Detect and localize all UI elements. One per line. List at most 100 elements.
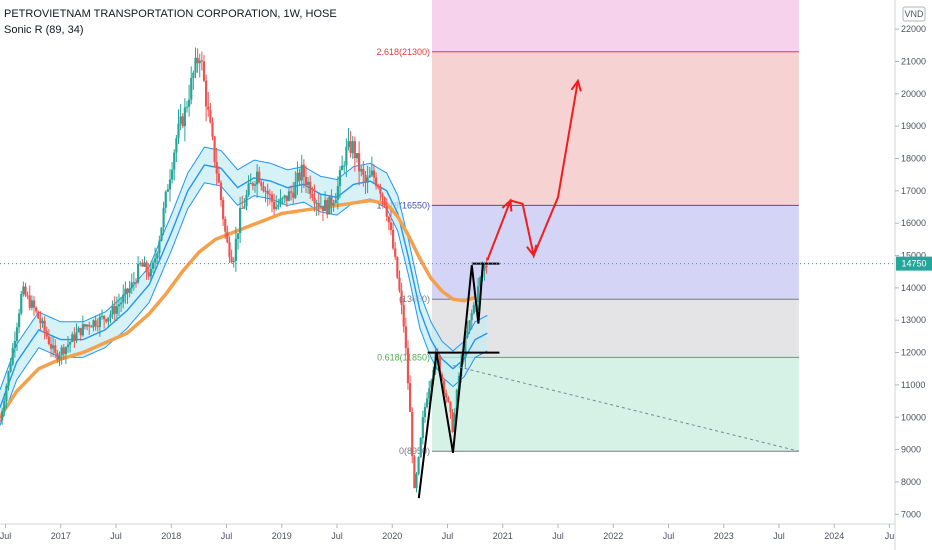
candle-body-45 [94, 320, 97, 327]
candle-body-144 [304, 176, 308, 185]
candle-body-209 [443, 380, 446, 394]
sonic-r-slow-ema [0, 198, 476, 419]
candle-body-170 [360, 168, 363, 172]
x-tick-label-8: Jul [442, 531, 454, 541]
candle-body-32 [66, 344, 70, 348]
candle-body-79 [166, 189, 169, 192]
candle-body-178 [377, 186, 380, 188]
candle-body-53 [111, 306, 114, 315]
candle-body-49 [103, 315, 106, 320]
x-tick-label-16: Ju [885, 531, 895, 541]
candle-body-108 [228, 242, 231, 258]
candle-body-155 [328, 196, 331, 215]
drawings [417, 78, 799, 499]
trend-dashed-line [452, 365, 799, 452]
candle-body-185 [392, 229, 395, 249]
candle-body-54 [113, 306, 116, 314]
x-tick-label-12: Jul [663, 531, 675, 541]
candle-body-46 [96, 326, 99, 328]
candle-body-12 [24, 286, 27, 296]
candle-body-101 [213, 136, 216, 162]
x-tick-label-2: Jul [110, 531, 122, 541]
x-tick-label-15: 2024 [824, 531, 844, 541]
candle-body-147 [311, 193, 314, 198]
fibonacci-levels: 0(8950)0.618(11850)(13650)1.618(16550)2.… [376, 47, 799, 456]
candle-body-140 [296, 172, 299, 182]
candle-body-43 [90, 326, 93, 328]
candle-body-41 [86, 324, 89, 327]
candle-body-214 [453, 413, 456, 433]
candle-body-190 [402, 304, 405, 327]
candle-body-62 [130, 282, 133, 289]
candle-body-10 [20, 294, 23, 314]
candle-body-92 [194, 57, 197, 73]
candle-body-82 [173, 152, 176, 170]
candle-body-129 [273, 201, 276, 210]
candle-body-83 [175, 138, 178, 153]
candle-body-223 [472, 304, 475, 314]
sonic-r-band [0, 146, 488, 426]
candle-body-51 [107, 317, 110, 322]
candle-body-56 [117, 304, 121, 307]
candle-body-220 [466, 330, 469, 337]
candle-body-161 [341, 165, 344, 171]
candle-body-19 [39, 318, 42, 324]
indicator-label: Sonic R (89, 34) [4, 24, 83, 36]
candle-body-44 [92, 320, 95, 328]
candle-body-18 [37, 311, 40, 319]
candle-body-22 [45, 330, 48, 337]
candle-body-55 [115, 306, 118, 314]
candle-body-120 [253, 184, 257, 186]
candle-body-180 [381, 193, 384, 198]
fib-zone-2 [432, 205, 799, 300]
candle-body-186 [394, 248, 397, 258]
candle-body-149 [315, 202, 318, 204]
candle-body-122 [258, 171, 261, 183]
x-tick-label-14: Jul [773, 531, 785, 541]
candle-body-64 [134, 282, 138, 284]
candle-body-2 [3, 401, 6, 412]
fib-label-1: 0.618(11850) [377, 352, 430, 362]
candle-body-20 [41, 320, 44, 324]
candle-body-179 [379, 187, 382, 194]
candle-body-211 [447, 397, 450, 402]
candle-body-203 [430, 380, 433, 389]
last-price-label: 14750 [901, 259, 926, 269]
candle-body-31 [64, 347, 67, 355]
candle-body-174 [368, 175, 371, 178]
candle-body-73 [154, 258, 157, 263]
candle-body-97 [205, 80, 208, 107]
candle-body-207 [438, 356, 441, 375]
candle-body-158 [334, 199, 337, 204]
currency-badge [902, 6, 926, 22]
candle-body-104 [219, 182, 223, 201]
candle-body-84 [177, 123, 180, 139]
candle-body-154 [326, 199, 329, 215]
candle-body-89 [188, 99, 191, 107]
projection-path [486, 80, 579, 261]
y-tick-label-5: 12000 [901, 348, 926, 358]
fib-zone-4 [432, 0, 799, 52]
candle-body-134 [283, 195, 286, 198]
candle-body-184 [389, 222, 393, 230]
chart-header: PETROVIETNAM TRANSPORTATION CORPORATION,… [4, 8, 337, 36]
candle-body-52 [109, 314, 112, 318]
candle-body-25 [52, 345, 55, 349]
candle-body-34 [71, 334, 74, 342]
y-tick-label-9: 16000 [901, 218, 926, 228]
fib-zone-0 [432, 357, 799, 452]
candle-body-74 [156, 253, 159, 259]
candle-body-75 [158, 240, 161, 254]
candle-body-21 [43, 320, 46, 331]
x-tick-label-3: 2018 [161, 531, 181, 541]
candle-body-1 [1, 411, 4, 421]
candle-body-177 [375, 177, 378, 187]
candle-body-33 [69, 341, 72, 345]
y-tick-label-13: 20000 [901, 89, 926, 99]
candle-body-90 [190, 78, 193, 100]
fib-zone-3 [432, 51, 799, 206]
y-tick-label-2: 9000 [901, 445, 921, 455]
